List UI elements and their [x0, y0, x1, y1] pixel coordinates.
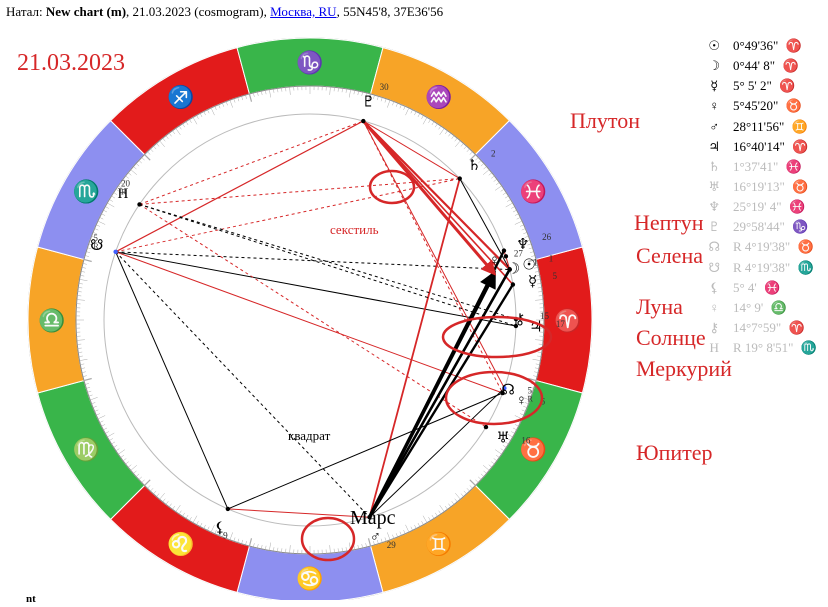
position-row: ♅ 16°19'13" ♉ [705, 177, 818, 197]
svg-text:♅: ♅ [496, 430, 509, 446]
position-row: ♀ 14° 9' ♎ [705, 298, 818, 318]
svg-text:♍: ♍ [73, 437, 100, 462]
svg-text:♋: ♋ [296, 566, 323, 591]
svg-text:♇: ♇ [362, 95, 375, 111]
svg-text:R: R [121, 187, 127, 196]
svg-text:R: R [527, 394, 533, 403]
positions-table: ☉ 0°49'36" ♈☽ 0°44' 8" ♈☿ 5° 5' 2" ♈♀ 5°… [705, 36, 818, 358]
svg-text:♎: ♎ [38, 308, 65, 333]
annotation-label: Селена [636, 243, 703, 269]
svg-text:2: 2 [491, 149, 496, 159]
svg-text:30: 30 [380, 82, 390, 92]
annotation-label: Нептун [634, 210, 704, 236]
header-type: (cosmogram) [194, 4, 263, 19]
svg-text:29: 29 [387, 540, 397, 550]
svg-text:☿: ☿ [528, 274, 537, 290]
svg-text:9: 9 [223, 530, 228, 540]
svg-text:квадрат: квадрат [288, 428, 331, 443]
annotation-label: Солнце [636, 325, 706, 351]
annotation-label: Плутон [570, 108, 640, 134]
annotation-label: Меркурий [636, 356, 732, 382]
position-row: ☿ 5° 5' 2" ♈ [705, 76, 818, 96]
chart-title: New chart (m) [46, 4, 126, 19]
svg-text:♀: ♀ [489, 253, 500, 269]
header-date: 21.03.2023 [133, 4, 192, 19]
svg-text:5: 5 [552, 271, 557, 281]
svg-text:☊: ☊ [501, 383, 514, 399]
annotation-label: Луна [636, 294, 683, 320]
svg-text:1: 1 [549, 254, 554, 264]
svg-text:♒: ♒ [425, 85, 452, 110]
svg-text:1: 1 [533, 257, 538, 267]
svg-text:17: 17 [556, 319, 566, 329]
position-row: ♆ 25°19' 4" ♓ [705, 197, 818, 217]
svg-text:Марс: Марс [350, 507, 396, 529]
svg-text:♀: ♀ [516, 393, 527, 409]
position-row: ⚷ 14°7°59" ♈ [705, 318, 818, 338]
position-row: ♀ 5°45'20" ♉ [705, 96, 818, 116]
svg-text:16: 16 [521, 436, 531, 446]
svg-text:15: 15 [540, 311, 550, 321]
svg-text:♂: ♂ [370, 529, 381, 545]
svg-text:♓: ♓ [520, 179, 547, 204]
svg-text:26: 26 [542, 232, 552, 242]
position-row: ⚸ 5° 4' ♓ [705, 278, 818, 298]
position-row: ♂ 28°11'56" ♊ [705, 117, 818, 137]
nt-label: nt [26, 593, 36, 605]
position-row: ☽ 0°44' 8" ♈ [705, 56, 818, 76]
position-row: ☋ R 4°19'38" ♏ [705, 258, 818, 278]
position-row: ♃ 16°40'14" ♈ [705, 137, 818, 157]
svg-text:♑: ♑ [296, 50, 323, 75]
svg-text:♄: ♄ [468, 158, 481, 174]
svg-text:♏: ♏ [73, 179, 100, 204]
svg-text:секстиль: секстиль [330, 222, 379, 237]
chart-container: ♈♉♊♋♌♍♎♏♐♑♒♓☉1☽1☿5♀6♂29♃17♄2♅16♆26♇30☊5R… [0, 20, 622, 600]
position-row: ☉ 0°49'36" ♈ [705, 36, 818, 56]
svg-text:☽: ☽ [507, 261, 520, 277]
svg-text:27: 27 [514, 248, 524, 258]
position-row: ☊ R 4°19'38" ♉ [705, 237, 818, 257]
position-row: ♄ 1°37'41" ♓ [705, 157, 818, 177]
location-link[interactable]: Москва, RU [270, 4, 336, 19]
header-prefix: Натал: [6, 4, 43, 19]
position-row: ♇ 29°58'44" ♑ [705, 217, 818, 237]
svg-text:R: R [93, 242, 99, 251]
header-coords: 55N45'8, 37E36'56 [343, 4, 443, 19]
svg-text:♐: ♐ [167, 85, 194, 110]
natal-chart: ♈♉♊♋♌♍♎♏♐♑♒♓☉1☽1☿5♀6♂29♃17♄2♅16♆26♇30☊5R… [0, 20, 622, 600]
annotation-label: Юпитер [636, 440, 713, 466]
svg-text:♊: ♊ [425, 531, 452, 556]
svg-text:♌: ♌ [167, 531, 194, 556]
